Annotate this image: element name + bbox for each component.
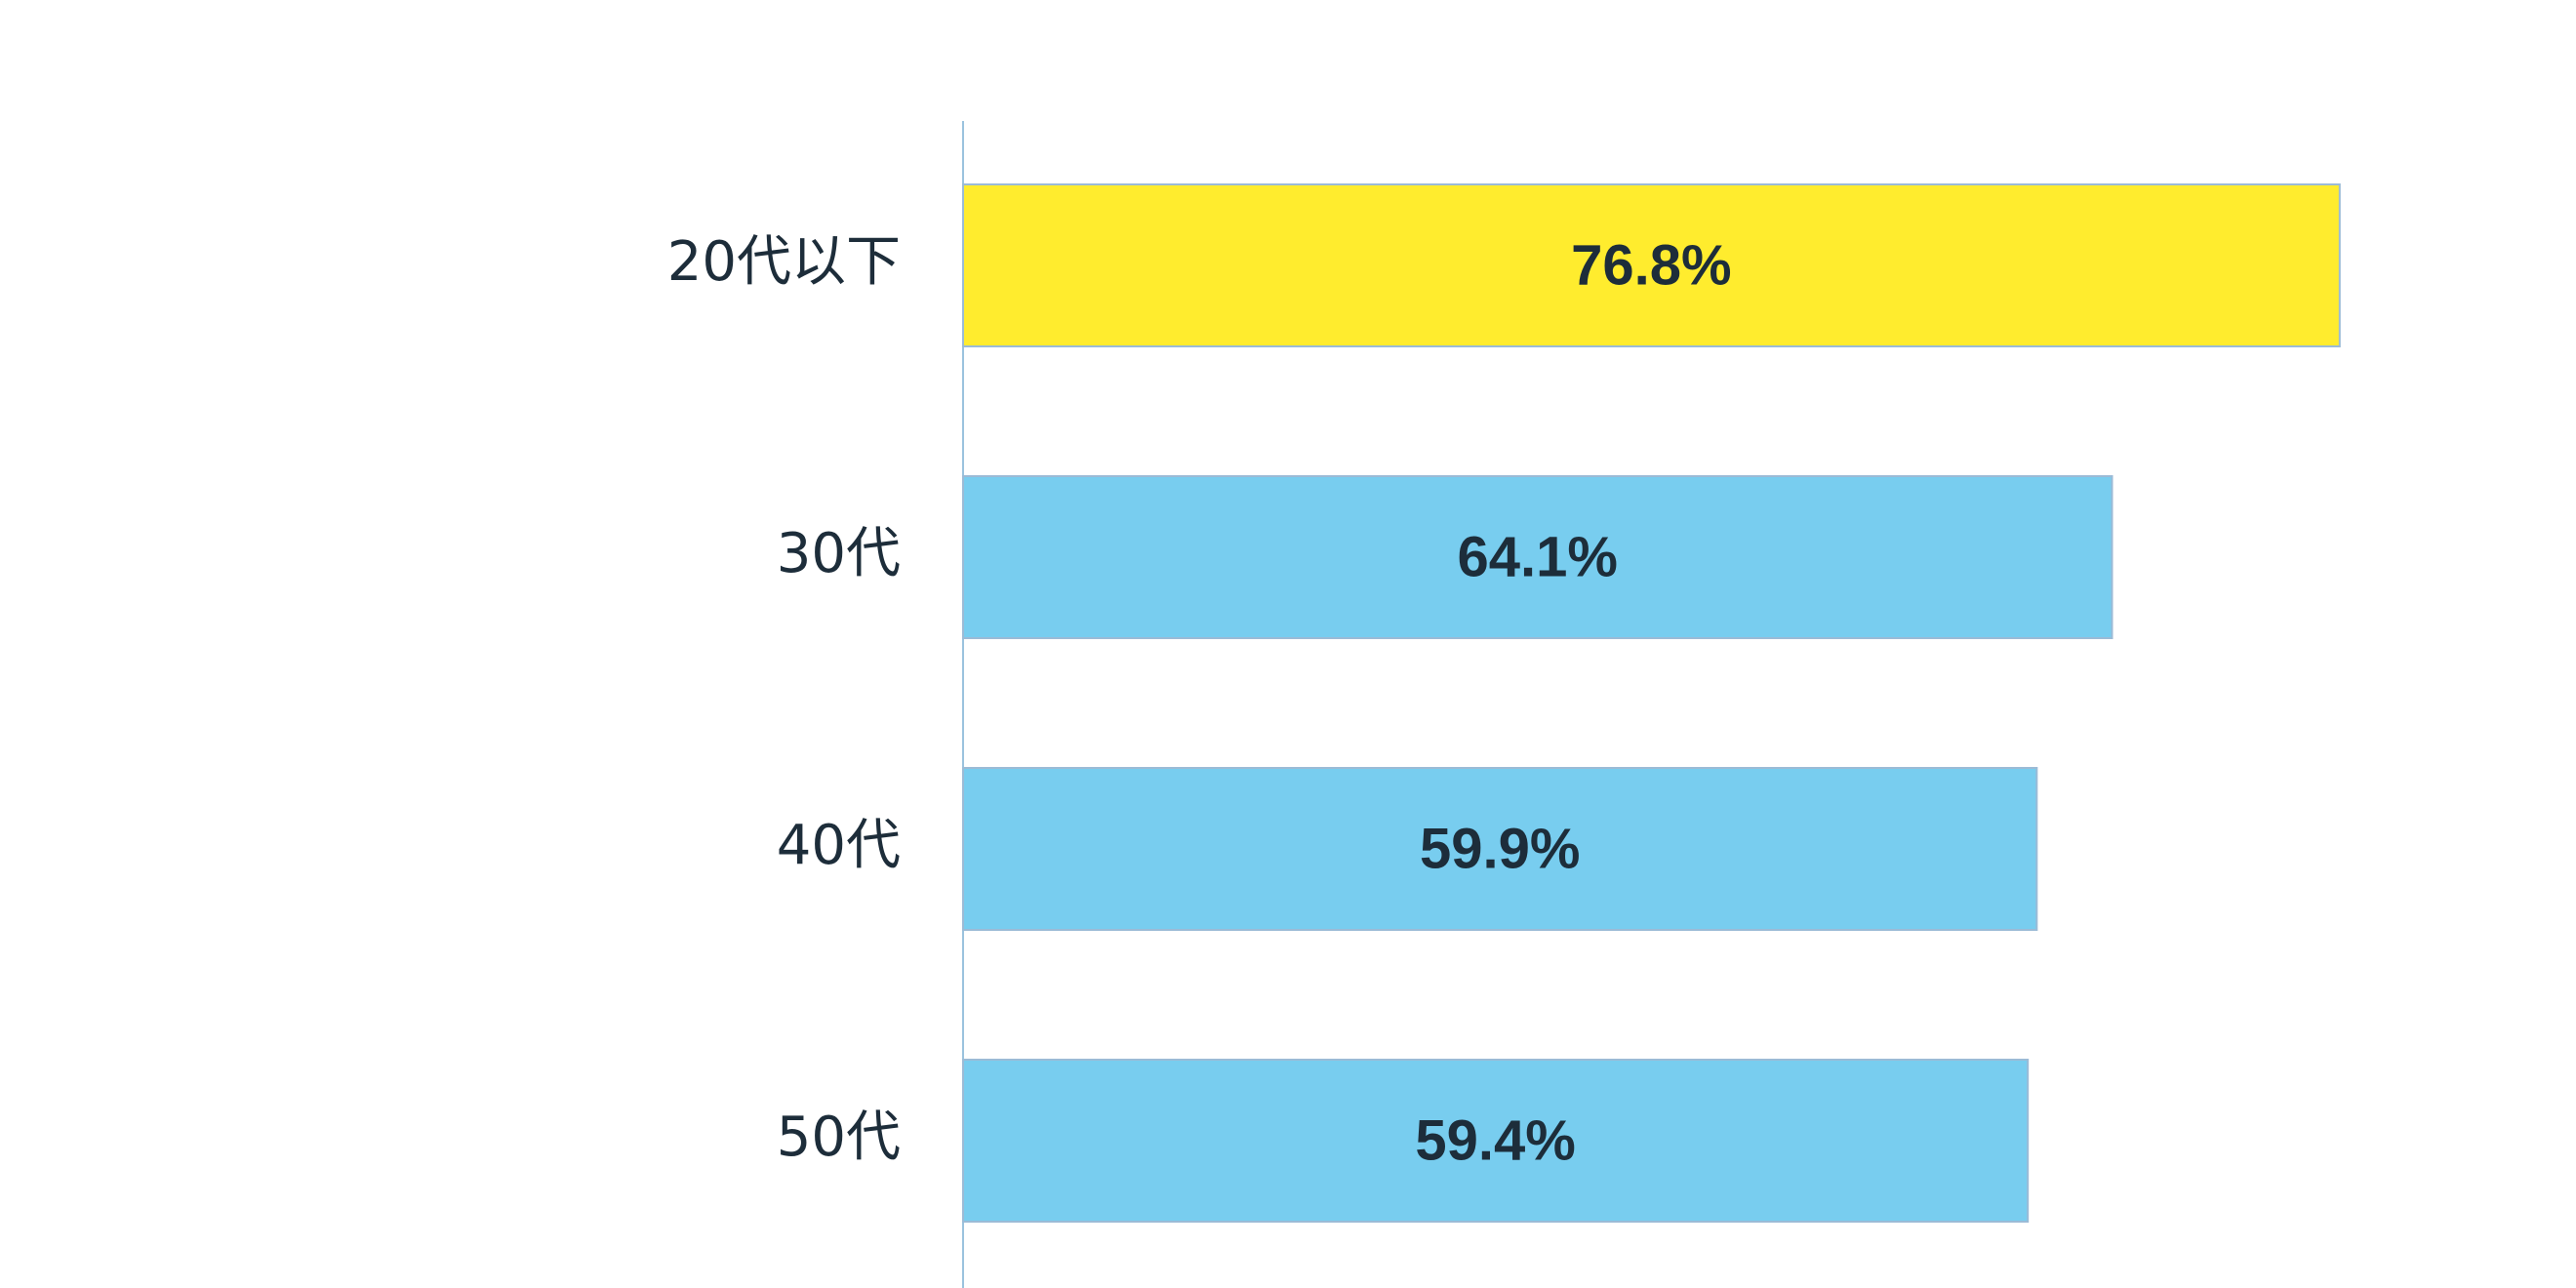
- value-label: 59.9%: [1420, 817, 1580, 880]
- bar: [962, 475, 2113, 639]
- category-label: 50代: [777, 1106, 901, 1169]
- category-label: 30代: [777, 522, 901, 585]
- category-label: 40代: [777, 814, 901, 877]
- value-label: 59.4%: [1415, 1108, 1575, 1172]
- bar: [962, 183, 2341, 347]
- bar: [962, 1059, 2030, 1223]
- value-label: 64.1%: [1458, 525, 1618, 588]
- category-label: 20代以下: [667, 230, 901, 294]
- value-label: 76.8%: [1571, 233, 1731, 297]
- bar: [962, 767, 2038, 931]
